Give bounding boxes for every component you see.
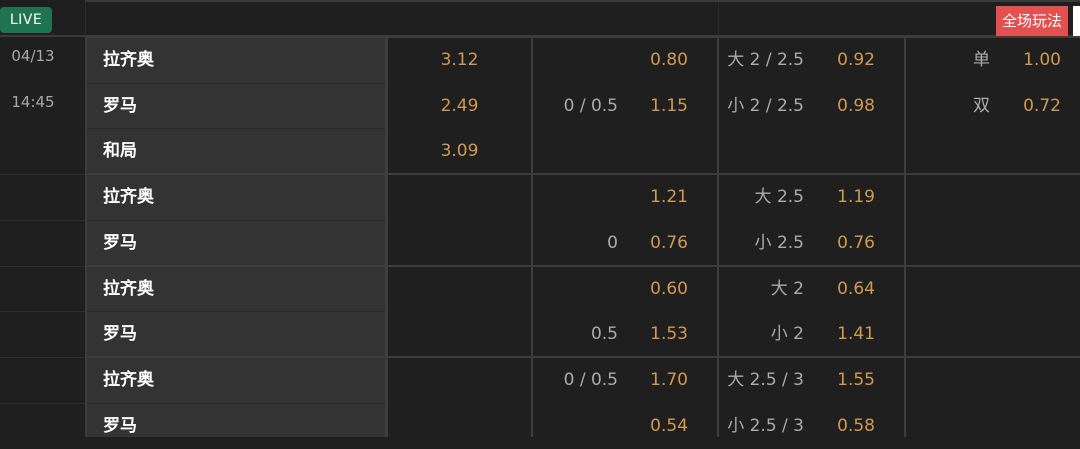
match-time-column: 04/13 14:45 bbox=[0, 37, 85, 437]
over-under-line: 大 2.5 bbox=[754, 187, 804, 208]
handicap-odds[interactable]: 0.60 bbox=[650, 278, 688, 299]
1x2-odds[interactable]: 3.09 bbox=[440, 141, 479, 162]
match-date: 04/13 bbox=[11, 47, 55, 65]
over-under-line: 小 2.5 bbox=[754, 232, 804, 253]
over-under-line: 大 2 bbox=[770, 278, 804, 299]
over-under-odds[interactable]: 0.76 bbox=[837, 232, 875, 253]
column-divider bbox=[904, 37, 906, 437]
over-under-odds[interactable]: 0.92 bbox=[837, 50, 875, 70]
team-name: 罗马 bbox=[103, 232, 137, 253]
column-divider bbox=[386, 37, 388, 437]
team-name: 拉齐奥 bbox=[103, 50, 154, 70]
handicap-odds[interactable]: 0.80 bbox=[650, 50, 688, 70]
handicap-line: 0 bbox=[607, 232, 618, 253]
over-under-odds[interactable]: 1.41 bbox=[837, 324, 875, 345]
table-row: 拉齐奥 3.12 0.80 大 2 / 2.5 0.92 单 1.00 bbox=[0, 37, 1080, 83]
row-divider bbox=[87, 82, 385, 84]
handicap-odds[interactable]: 1.53 bbox=[650, 324, 688, 345]
handicap-odds[interactable]: 0.76 bbox=[650, 232, 688, 253]
all-markets-button[interactable]: 全场玩法 bbox=[996, 6, 1068, 36]
left-divider bbox=[0, 356, 85, 358]
header-divider bbox=[85, 2, 86, 37]
odd-even-odds[interactable]: 1.00 bbox=[1023, 50, 1061, 70]
table-row: 罗马 0 0.76 小 2.5 0.76 bbox=[0, 220, 1080, 266]
over-under-line: 大 2 / 2.5 bbox=[727, 50, 804, 70]
odd-even-label: 单 bbox=[973, 50, 990, 70]
over-under-line: 小 2 bbox=[770, 324, 804, 345]
over-under-odds[interactable]: 1.55 bbox=[837, 369, 875, 390]
1x2-odds[interactable]: 3.12 bbox=[440, 50, 479, 70]
table-row: 拉齐奥 0 / 0.5 1.70 大 2.5 / 3 1.55 bbox=[0, 357, 1080, 403]
team-name: 罗马 bbox=[103, 324, 137, 345]
row-divider bbox=[87, 219, 385, 221]
group-divider bbox=[85, 173, 1080, 176]
group-divider bbox=[85, 355, 1080, 358]
over-under-line: 小 2 / 2.5 bbox=[727, 95, 804, 116]
left-divider bbox=[0, 311, 85, 313]
handicap-odds[interactable]: 1.70 bbox=[650, 369, 688, 390]
team-column bbox=[85, 37, 387, 437]
team-name: 罗马 bbox=[103, 415, 137, 436]
team-name: 和局 bbox=[103, 141, 137, 162]
odd-even-odds[interactable]: 0.72 bbox=[1023, 95, 1061, 116]
team-name: 拉齐奥 bbox=[103, 369, 154, 390]
row-divider bbox=[87, 311, 385, 313]
1x2-odds[interactable]: 2.49 bbox=[440, 95, 479, 116]
header-divider bbox=[718, 2, 719, 37]
odd-even-label: 双 bbox=[973, 95, 990, 116]
match-time: 14:45 bbox=[11, 93, 55, 111]
over-under-line: 大 2.5 / 3 bbox=[727, 369, 804, 390]
left-divider bbox=[0, 265, 85, 267]
next-button-edge[interactable] bbox=[1073, 6, 1080, 36]
table-row: 罗马 2.49 0 / 0.5 1.15 小 2 / 2.5 0.98 双 0.72 bbox=[0, 83, 1080, 129]
handicap-line: 0 / 0.5 bbox=[563, 95, 618, 116]
top-divider bbox=[85, 0, 1080, 2]
handicap-odds[interactable]: 0.54 bbox=[650, 415, 688, 436]
table-row: 拉齐奥 1.21 大 2.5 1.19 bbox=[0, 174, 1080, 220]
column-divider bbox=[531, 37, 533, 437]
handicap-line: 0 / 0.5 bbox=[563, 369, 618, 390]
left-divider bbox=[0, 219, 85, 221]
handicap-odds[interactable]: 1.21 bbox=[650, 187, 688, 208]
table-row: 罗马 0.5 1.53 小 2 1.41 bbox=[0, 311, 1080, 357]
row-divider bbox=[87, 128, 385, 130]
table-row: 和局 3.09 bbox=[0, 128, 1080, 174]
over-under-odds[interactable]: 0.64 bbox=[837, 278, 875, 299]
header-bar: LIVE 全场玩法 bbox=[0, 2, 1080, 37]
left-divider bbox=[0, 402, 85, 404]
left-divider bbox=[0, 174, 85, 176]
over-under-odds[interactable]: 0.58 bbox=[837, 415, 875, 436]
team-name: 罗马 bbox=[103, 95, 137, 116]
team-name: 拉齐奥 bbox=[103, 187, 154, 208]
table-row: 罗马 0.54 小 2.5 / 3 0.58 bbox=[0, 403, 1080, 449]
group-divider bbox=[85, 36, 1080, 38]
over-under-odds[interactable]: 0.98 bbox=[837, 95, 875, 116]
handicap-line: 0.5 bbox=[590, 324, 618, 345]
row-divider bbox=[87, 402, 385, 404]
column-divider bbox=[717, 37, 719, 437]
handicap-odds[interactable]: 1.15 bbox=[650, 95, 688, 116]
live-badge: LIVE bbox=[0, 7, 52, 33]
table-row: 拉齐奥 0.60 大 2 0.64 bbox=[0, 266, 1080, 312]
group-divider bbox=[85, 264, 1080, 267]
over-under-odds[interactable]: 1.19 bbox=[837, 187, 875, 208]
team-name: 拉齐奥 bbox=[103, 278, 154, 299]
over-under-line: 小 2.5 / 3 bbox=[727, 415, 804, 436]
